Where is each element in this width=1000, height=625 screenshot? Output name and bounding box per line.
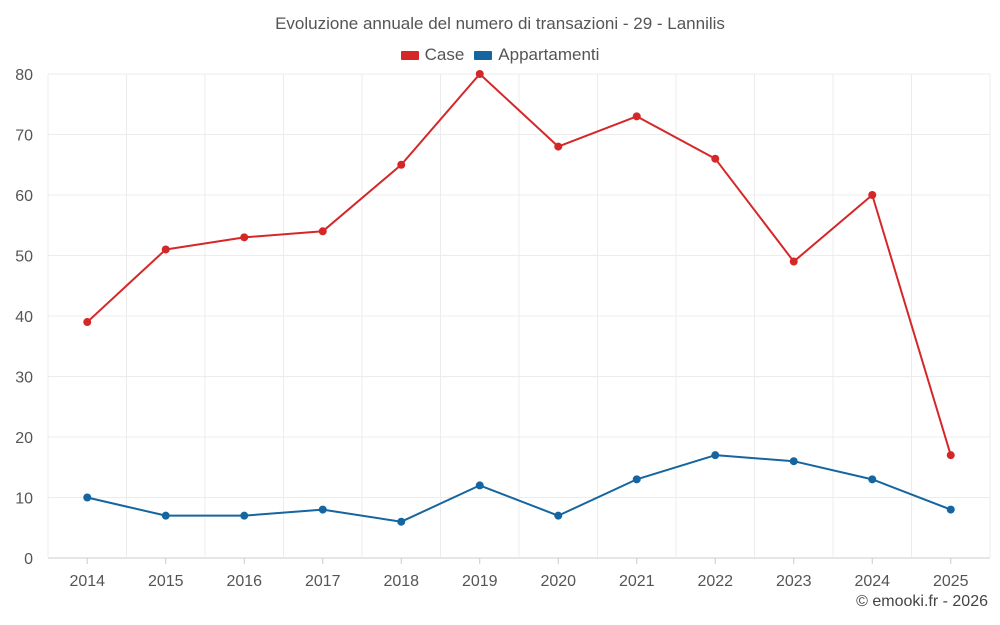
y-tick-label: 60 [15,188,33,205]
y-tick-label: 50 [15,249,33,266]
data-point-case [711,154,720,163]
data-point-case [554,142,563,151]
data-point-appartamenti [789,457,798,466]
legend-label-case: Case [424,45,465,64]
axes: 0 10 20 30 40 50 60 70 80 2014 2015 2016 2017 2018 201… [15,67,968,590]
data-point-case [240,233,249,242]
series-line-case [86,73,952,456]
data-point-appartamenti [83,493,92,502]
data-point-appartamenti [318,505,327,514]
x-tick-label: 2022 [697,573,733,590]
data-point-case [318,227,327,236]
x-tick-label: 2024 [854,573,890,590]
data-point-appartamenti [161,511,170,520]
legend-swatch-case [400,50,419,60]
series-layer [83,70,955,526]
legend: Case Appartamenti [0,45,1000,65]
data-point-appartamenti [554,511,563,520]
series-line-appartamenti [87,454,952,523]
data-point-case [397,160,406,169]
legend-swatch-appartamenti [474,50,493,60]
y-tick-label: 20 [15,430,33,447]
data-point-appartamenti [632,475,641,484]
legend-item-case[interactable]: Case [400,45,465,65]
data-point-appartamenti [868,475,877,484]
x-tick-label: 2023 [776,573,812,590]
x-tick-label: 2021 [619,573,655,590]
data-point-appartamenti [946,505,955,514]
data-point-case [161,245,170,254]
x-tick-label: 2014 [69,573,105,590]
data-point-case [946,451,955,460]
data-point-case [868,191,877,199]
x-tick-label: 2020 [540,573,576,590]
footer-credit: © emooki.fr - 2026 [856,593,988,610]
data-point-appartamenti [475,481,484,490]
y-tick-label: 80 [15,67,33,84]
data-point-case [789,257,798,266]
x-tick-label: 2018 [383,573,419,590]
grid-lines [47,73,991,559]
y-tick-label: 70 [15,128,33,145]
legend-label-appartamenti: Appartamenti [498,45,600,64]
chart-title: Evoluzione annuale del numero di transaz… [275,14,725,33]
y-tick-label: 40 [15,309,33,326]
legend-item-appartamenti[interactable]: Appartamenti [474,45,599,65]
data-point-appartamenti [711,451,720,460]
y-tick-label: 10 [15,491,33,508]
data-point-appartamenti [240,511,249,520]
x-tick-label: 2016 [226,573,262,590]
data-point-case [632,112,641,121]
y-tick-label: 0 [24,551,33,568]
data-point-case [475,70,484,78]
x-tick-label: 2015 [148,573,184,590]
y-tick-label: 30 [15,370,33,387]
x-tick-label: 2025 [933,573,969,590]
x-tick-label: 2017 [305,573,341,590]
x-tick-label: 2019 [462,573,498,590]
data-point-appartamenti [397,517,406,526]
data-point-case [83,318,92,327]
